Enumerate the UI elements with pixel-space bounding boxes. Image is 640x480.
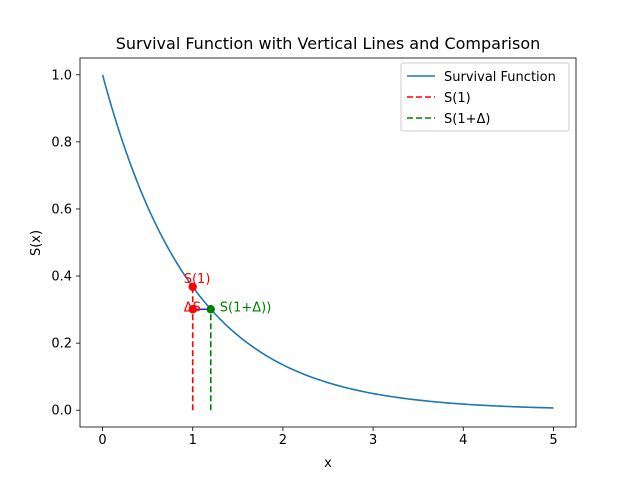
y-tick-label: 0.0 [51, 404, 72, 419]
x-tick-label: 5 [549, 433, 557, 448]
x-axis-label: x [324, 456, 332, 471]
annotation-delta-s: ΔS [184, 300, 201, 315]
annotation-s1-plus-delta: S(1+Δ)) [220, 300, 272, 315]
x-tick-label: 3 [369, 433, 377, 448]
legend-box [400, 62, 570, 132]
legend-label: Survival Function [444, 70, 556, 85]
annotation-s1: S(1) [184, 272, 211, 287]
x-tick-label: 0 [98, 433, 106, 448]
y-axis-label: S(x) [29, 230, 44, 256]
legend: Survival Function S(1) S(1+Δ) [400, 62, 570, 132]
y-tick-label: 0.4 [51, 270, 72, 285]
y-tick-label: 0.8 [51, 135, 72, 150]
series-line-survival-function [101, 74, 554, 409]
y-tick-label: 1.0 [51, 68, 72, 83]
data-point [206, 305, 215, 314]
axes-frame [79, 57, 577, 428]
legend-label: S(1) [444, 91, 471, 106]
y-tick-label: 0.6 [51, 202, 72, 217]
plot-area: 0 1 2 3 4 5 0.0 0.2 0.4 0.6 0.8 1.0 S(1) ΔS S(1+Δ)) [51, 57, 577, 448]
x-tick-label: 4 [459, 433, 467, 448]
legend-label: S(1+Δ) [444, 112, 490, 127]
chart-title: Survival Function with Vertical Lines an… [116, 34, 541, 53]
x-tick-label: 2 [279, 433, 287, 448]
data-point [188, 305, 197, 314]
y-tick-label: 0.2 [51, 337, 72, 352]
data-point [188, 282, 197, 291]
x-tick-label: 1 [189, 433, 197, 448]
